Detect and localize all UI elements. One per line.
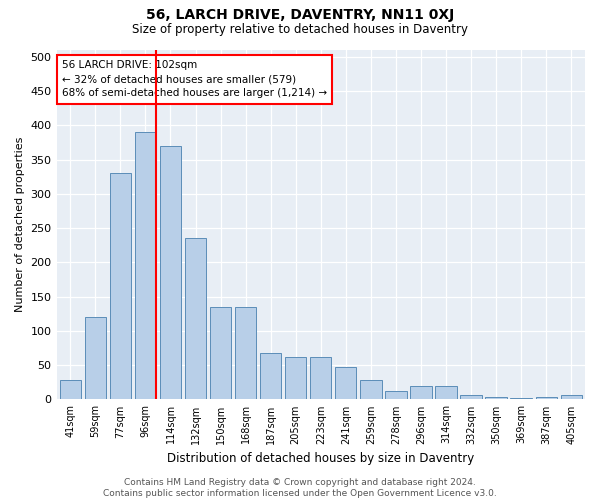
Bar [560, 396, 582, 400]
Text: 56 LARCH DRIVE: 102sqm
← 32% of detached houses are smaller (579)
68% of semi-de: 56 LARCH DRIVE: 102sqm ← 32% of detached… [62, 60, 327, 98]
Bar [360, 380, 382, 400]
Bar [511, 398, 532, 400]
Bar [335, 366, 356, 400]
Bar [410, 386, 431, 400]
X-axis label: Distribution of detached houses by size in Daventry: Distribution of detached houses by size … [167, 452, 475, 465]
Bar [210, 307, 231, 400]
Bar [385, 391, 407, 400]
Bar [135, 132, 156, 400]
Bar [235, 307, 256, 400]
Bar [160, 146, 181, 400]
Bar [536, 396, 557, 400]
Bar [285, 357, 307, 400]
Text: Size of property relative to detached houses in Daventry: Size of property relative to detached ho… [132, 22, 468, 36]
Bar [185, 238, 206, 400]
Bar [260, 353, 281, 400]
Bar [485, 396, 507, 400]
Text: 56, LARCH DRIVE, DAVENTRY, NN11 0XJ: 56, LARCH DRIVE, DAVENTRY, NN11 0XJ [146, 8, 454, 22]
Bar [436, 386, 457, 400]
Y-axis label: Number of detached properties: Number of detached properties [15, 137, 25, 312]
Bar [310, 357, 331, 400]
Bar [110, 174, 131, 400]
Bar [85, 317, 106, 400]
Bar [460, 396, 482, 400]
Bar [59, 380, 81, 400]
Text: Contains HM Land Registry data © Crown copyright and database right 2024.
Contai: Contains HM Land Registry data © Crown c… [103, 478, 497, 498]
